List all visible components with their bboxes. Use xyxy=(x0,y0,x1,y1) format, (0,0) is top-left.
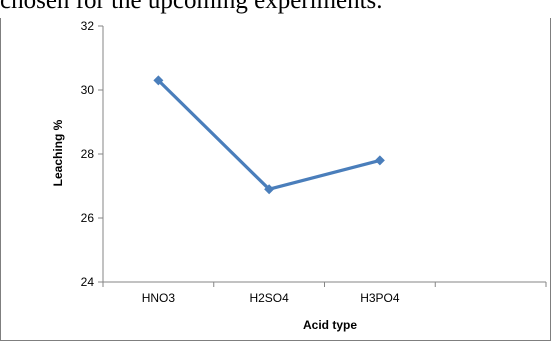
x-axis-title: Acid type xyxy=(303,318,357,332)
data-point-marker xyxy=(374,155,385,166)
y-tick-label: 32 xyxy=(81,19,95,33)
y-tick-label: 26 xyxy=(81,211,95,225)
y-tick-label: 24 xyxy=(81,275,95,289)
x-tick-label: HNO3 xyxy=(142,291,176,305)
data-point-marker xyxy=(153,75,164,86)
header-text: chosen for the upcoming experiments. xyxy=(0,0,383,14)
chart-frame xyxy=(0,18,551,341)
chart-series xyxy=(153,75,385,195)
x-tick-label: H3PO4 xyxy=(360,291,400,305)
y-tick-label: 30 xyxy=(81,83,95,97)
chart-axes xyxy=(102,26,546,283)
y-axis-title: Leaching % xyxy=(51,119,65,186)
data-point-marker xyxy=(264,184,275,195)
y-tick-label: 28 xyxy=(81,147,95,161)
x-tick-label: H2SO4 xyxy=(249,291,289,305)
chart-ticks: 24 26 28 30 32 HNO3 H2SO4 H3PO4 xyxy=(81,19,547,305)
series-line xyxy=(157,79,381,191)
